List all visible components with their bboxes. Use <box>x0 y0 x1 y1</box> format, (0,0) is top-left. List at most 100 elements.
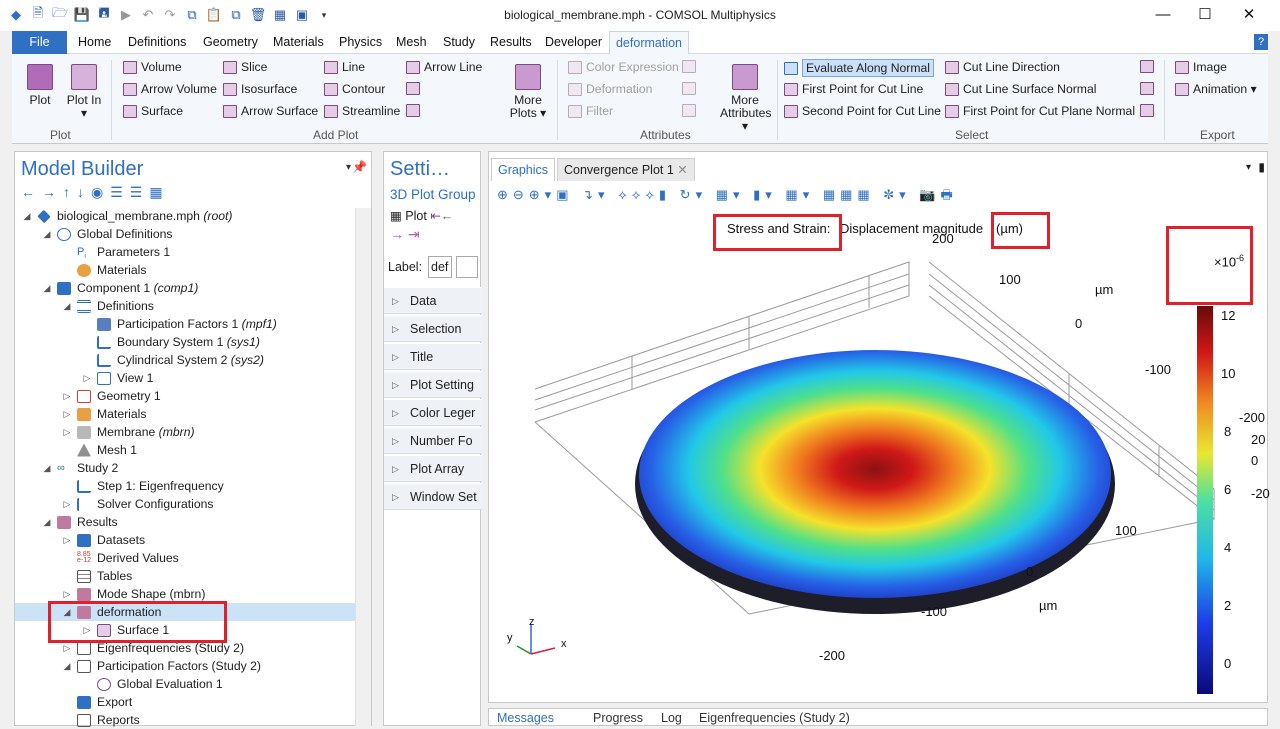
more-plots-button[interactable]: More Plots ▾ <box>508 64 548 120</box>
annotation-button[interactable] <box>406 82 424 95</box>
selection-attribute-button[interactable] <box>682 104 700 117</box>
model-builder-toolbar[interactable]: ←→↑↓◉☰☰▦ <box>21 184 170 200</box>
tree-node[interactable]: Mesh 1 <box>61 441 137 459</box>
tab-log[interactable]: Log <box>661 711 682 725</box>
tree-node[interactable]: ◢ Component 1 (comp1) <box>43 281 199 295</box>
plot-in-button[interactable]: Plot In ▾ <box>66 64 102 120</box>
delete-icon[interactable]: 🗑 <box>249 7 267 22</box>
tab-materials[interactable]: Materials <box>273 35 324 49</box>
tree-node[interactable]: ◢ biological_membrane.mph (root) <box>23 209 233 223</box>
maximize-button[interactable]: ☐ <box>1198 6 1212 23</box>
tab-convergence-plot[interactable]: Convergence Plot 1 ✕ <box>557 158 695 181</box>
tab-physics[interactable]: Physics <box>339 35 383 49</box>
tree-node[interactable]: ▷ Datasets <box>63 533 146 547</box>
help-button[interactable]: ? <box>1254 34 1268 50</box>
tree-node[interactable]: ▷ Mode Shape (mbrn) <box>63 587 206 601</box>
paste-icon[interactable]: 📋 <box>205 7 223 22</box>
label-input[interactable]: def <box>428 256 452 278</box>
label-edit-icon[interactable] <box>456 256 478 278</box>
tree-node[interactable]: ▷ Materials <box>63 407 147 421</box>
second-point-cut-line-button[interactable]: Second Point for Cut Line <box>784 104 941 118</box>
translation-button[interactable] <box>682 82 700 95</box>
tree-node[interactable]: Reports <box>61 711 140 729</box>
copy-icon[interactable]: ⧉ <box>187 7 197 22</box>
dropdown-icon[interactable]: ▾ <box>321 9 327 20</box>
particle-button[interactable] <box>406 104 424 117</box>
section-color-legend[interactable]: Color Leger <box>384 399 482 426</box>
section-title[interactable]: Title <box>384 343 482 370</box>
clear-icon[interactable]: ▣ <box>295 7 309 22</box>
tab-eigenfrequencies[interactable]: Eigenfrequencies (Study 2) <box>699 711 850 725</box>
section-plot-array[interactable]: Plot Array <box>384 455 482 482</box>
tab-geometry[interactable]: Geometry <box>203 35 258 49</box>
tree-node[interactable]: ▷ Geometry 1 <box>63 389 161 403</box>
tree-node[interactable]: Export <box>61 693 132 711</box>
tree-node[interactable]: ▷ Surface 1 <box>83 623 170 637</box>
tree-node[interactable]: ◢ Participation Factors (Study 2) <box>63 659 261 673</box>
tree-node[interactable]: ◢ Results <box>43 515 118 529</box>
line-button[interactable]: Line <box>324 60 365 74</box>
duplicate-icon[interactable]: ⧉ <box>231 7 241 22</box>
redo-icon[interactable]: ↷ <box>164 7 176 22</box>
tree-node[interactable]: Tables <box>61 567 132 585</box>
select-tool-2-button[interactable] <box>1140 82 1158 95</box>
pin-icon[interactable]: ▮ <box>1258 160 1265 174</box>
tree-node[interactable]: 8.85 e-12 Derived Values <box>77 550 179 566</box>
tab-deformation[interactable]: deformation <box>609 31 689 55</box>
tab-home[interactable]: Home <box>78 35 112 49</box>
tree-node[interactable]: ▷ Membrane (mbrn) <box>63 425 195 439</box>
tree-node-selected[interactable]: ◢ deformation <box>15 603 355 621</box>
tree-node[interactable]: ▷ Eigenfrequencies (Study 2) <box>63 641 245 655</box>
undo-icon[interactable]: ↶ <box>142 7 154 22</box>
plot-button[interactable]: Plot <box>26 64 54 107</box>
select-tool-3-button[interactable] <box>1140 104 1158 117</box>
select-tool-1-button[interactable] <box>1140 60 1158 73</box>
close-tab-icon[interactable]: ✕ <box>677 163 688 177</box>
arrow-surface-button[interactable]: Arrow Surface <box>223 104 318 118</box>
tree-node[interactable]: ▷ View 1 <box>83 371 154 385</box>
deformation-button[interactable]: Deformation <box>568 82 652 96</box>
tree-node[interactable]: Boundary System 1 (sys1) <box>81 333 260 351</box>
streamline-button[interactable]: Streamline <box>324 104 400 118</box>
tab-definitions[interactable]: Definitions <box>128 35 187 49</box>
grid-icon[interactable]: ▦ <box>273 7 287 22</box>
surface-button[interactable]: Surface <box>123 104 183 118</box>
tab-progress[interactable]: Progress <box>593 711 644 725</box>
tree-node[interactable]: Materials <box>61 261 146 279</box>
settings-plot-button[interactable]: ▦ Plot ⇤← <box>390 209 454 223</box>
save-as-icon[interactable]: 🖪 <box>98 5 110 20</box>
image-button[interactable]: Image <box>1175 60 1227 74</box>
tree-node[interactable]: Global Evaluation 1 <box>81 675 223 693</box>
run-icon[interactable]: ▶ <box>121 7 131 22</box>
section-number-format[interactable]: Number Fo <box>384 427 482 454</box>
close-button[interactable]: ✕ <box>1242 6 1256 23</box>
first-point-cut-plane-normal-button[interactable]: First Point for Cut Plane Normal <box>945 104 1135 118</box>
section-window-settings[interactable]: Window Set <box>384 483 482 510</box>
tab-study[interactable]: Study <box>443 35 475 49</box>
graphics-toolbar[interactable]: ⊕⊖⊕▾▣ ↴▾ ⟡⟡⟡▮ ↻▾ ▦▾ ▮▾ ▦▾ ▦▦▦ ✼▾ 📷🖶 <box>497 187 958 202</box>
color-expression-button[interactable]: Color Expression <box>568 60 679 74</box>
evaluate-along-normal-button[interactable]: Evaluate Along Normal <box>784 59 934 77</box>
settings-nav-icons[interactable]: → ⇥ <box>390 226 420 242</box>
cut-line-direction-button[interactable]: Cut Line Direction <box>945 60 1060 74</box>
tab-messages[interactable]: Messages <box>497 711 554 725</box>
isosurface-button[interactable]: Isosurface <box>223 82 297 96</box>
open-file-icon[interactable]: 🗁 <box>51 5 69 20</box>
tree-node[interactable]: Cylindrical System 2 (sys2) <box>81 351 264 369</box>
more-attributes-button[interactable]: More Attributes ▾ <box>720 64 771 133</box>
tree-node[interactable]: ◢ Definitions <box>63 299 154 313</box>
tab-developer[interactable]: Developer <box>545 35 602 49</box>
save-icon[interactable]: 💾 <box>73 7 91 22</box>
tree-node[interactable]: ◢ Global Definitions <box>43 227 173 241</box>
tree-node[interactable]: Step 1: Eigenfrequency <box>61 477 224 495</box>
tree-node[interactable]: ▷ Solver Configurations <box>63 497 214 511</box>
new-file-icon[interactable]: 🗎 <box>32 5 44 20</box>
tab-graphics[interactable]: Graphics <box>491 158 556 181</box>
contour-button[interactable]: Contour <box>324 82 385 96</box>
arrow-volume-button[interactable]: Arrow Volume <box>123 82 217 96</box>
tree-node[interactable]: ◢ ∞ Study 2 <box>43 461 119 475</box>
section-plot-settings[interactable]: Plot Setting <box>384 371 482 398</box>
material-appearance-button[interactable] <box>682 60 700 73</box>
plot-canvas[interactable] <box>489 184 1269 704</box>
tree-scrollbar[interactable] <box>355 208 371 726</box>
